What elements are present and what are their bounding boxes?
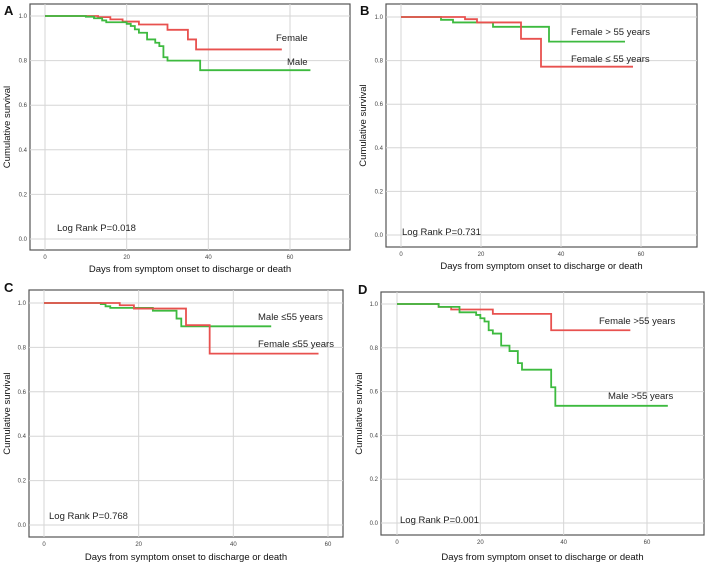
plot-frame — [29, 3, 351, 251]
panel-letter: A — [4, 3, 14, 18]
log-rank-annotation: Log Rank P=0.768 — [49, 511, 128, 522]
x-tick-label: 20 — [123, 255, 130, 261]
survival-curve-male-55-years — [44, 302, 272, 328]
y-tick-label: 1.0 — [19, 14, 28, 20]
x-tick-label: 60 — [325, 542, 332, 548]
y-tick-label: 0.6 — [375, 102, 384, 108]
x-tick-label: 60 — [638, 252, 645, 258]
x-tick-label: 0 — [395, 540, 399, 546]
survival-curve-female-55-years — [401, 16, 633, 68]
y-tick-label: 0.0 — [370, 521, 379, 527]
x-axis-title: Days from symptom onset to discharge or … — [440, 261, 642, 272]
x-tick-label: 20 — [478, 252, 485, 258]
y-tick-label: 0.4 — [370, 433, 379, 439]
y-tick-label: 1.0 — [18, 301, 27, 307]
series-label: Female > 55 years — [571, 27, 650, 38]
x-tick-label: 40 — [558, 252, 565, 258]
series-label: Male — [287, 57, 308, 68]
y-axis-title: Cumulative survival — [2, 372, 13, 454]
y-tick-label: 0.8 — [375, 59, 384, 65]
log-rank-annotation: Log Rank P=0.018 — [57, 223, 136, 234]
x-tick-label: 0 — [42, 542, 46, 548]
y-tick-label: 1.0 — [370, 302, 379, 308]
x-tick-label: 20 — [135, 542, 142, 548]
panel-A: 0 20 40 60 0.0 0.2 0.4 0.6 0.8 1.0 Female Male Log R… — [2, 3, 351, 275]
y-axis-title: Cumulative survival — [2, 86, 13, 168]
y-tick-label: 0.8 — [18, 345, 27, 351]
y-tick-label: 0.2 — [375, 189, 384, 195]
y-tick-label: 0.6 — [370, 390, 379, 396]
x-tick-label: 20 — [477, 540, 484, 546]
panel-letter: B — [360, 3, 369, 18]
x-tick-label: 40 — [560, 540, 567, 546]
x-tick-label: 40 — [230, 542, 237, 548]
y-axis-title: Cumulative survival — [358, 84, 369, 166]
panel-D: 0 20 40 60 0.0 0.2 0.4 0.6 0.8 1.0 Female >55 year… — [354, 282, 705, 563]
panel-B: 0 20 40 60 0.0 0.2 0.4 0.6 0.8 1.0 Female > 55 yea… — [358, 3, 698, 272]
y-tick-label: 0.2 — [370, 477, 379, 483]
panel-C: 0 20 40 60 0.0 0.2 0.4 0.6 0.8 1.0 Male ≤55 years F… — [2, 280, 344, 563]
survival-curve-male — [45, 15, 311, 72]
y-tick-label: 0.0 — [19, 237, 28, 243]
series-label: Female ≤55 years — [258, 339, 334, 350]
series-label: Male ≤55 years — [258, 312, 323, 323]
x-axis-title: Days from symptom onset to discharge or … — [85, 552, 287, 563]
y-tick-label: 0.0 — [375, 233, 384, 239]
log-rank-annotation: Log Rank P=0.731 — [402, 227, 481, 238]
series-label: Female ≤ 55 years — [571, 54, 650, 65]
y-tick-label: 0.2 — [19, 192, 28, 198]
y-tick-label: 0.4 — [18, 434, 27, 440]
survival-curve-male-55-years — [397, 303, 668, 407]
y-tick-label: 0.0 — [18, 523, 27, 529]
y-tick-label: 0.6 — [18, 390, 27, 396]
x-tick-label: 60 — [644, 540, 651, 546]
log-rank-annotation: Log Rank P=0.001 — [400, 515, 479, 526]
y-tick-label: 0.2 — [18, 479, 27, 485]
survival-curve-female-55-years — [44, 302, 319, 355]
y-tick-label: 1.0 — [375, 15, 384, 21]
survival-curve-female-55-years — [401, 16, 625, 43]
y-tick-label: 0.4 — [375, 146, 384, 152]
x-tick-label: 60 — [287, 255, 294, 261]
y-tick-label: 0.8 — [370, 346, 379, 352]
y-tick-label: 0.4 — [19, 148, 28, 154]
panel-letter: C — [4, 280, 14, 295]
x-tick-label: 40 — [205, 255, 212, 261]
x-axis-title: Days from symptom onset to discharge or … — [441, 552, 643, 563]
x-tick-label: 0 — [399, 252, 403, 258]
y-tick-label: 0.8 — [19, 59, 28, 65]
panel-letter: D — [358, 282, 367, 297]
series-label: Male >55 years — [608, 391, 673, 402]
series-label: Female — [276, 33, 308, 44]
y-tick-label: 0.6 — [19, 103, 28, 109]
x-tick-label: 0 — [43, 255, 47, 261]
x-axis-title: Days from symptom onset to discharge or … — [89, 264, 291, 275]
survival-curve-female — [45, 15, 282, 51]
y-axis-title: Cumulative survival — [354, 372, 365, 454]
plot-frame — [28, 289, 344, 538]
plot-frame — [380, 291, 705, 536]
series-label: Female >55 years — [599, 316, 676, 327]
